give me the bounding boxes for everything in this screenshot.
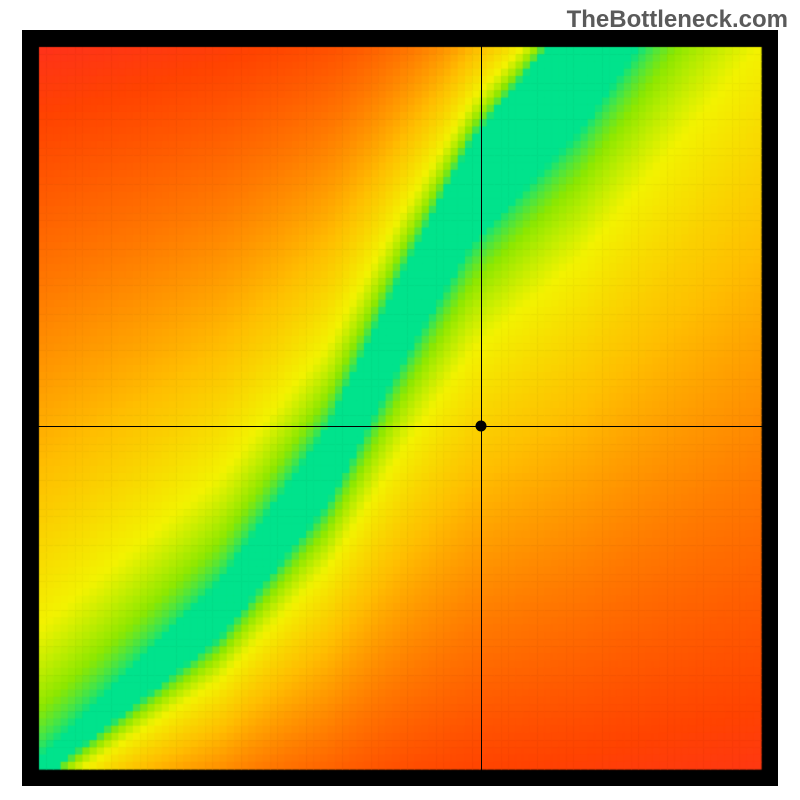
heatmap-chart <box>22 30 778 786</box>
crosshair-vertical <box>481 30 482 786</box>
watermark: TheBottleneck.com <box>567 6 788 34</box>
selection-marker <box>475 421 486 432</box>
crosshair-horizontal <box>22 426 778 427</box>
heatmap-canvas <box>22 30 778 786</box>
